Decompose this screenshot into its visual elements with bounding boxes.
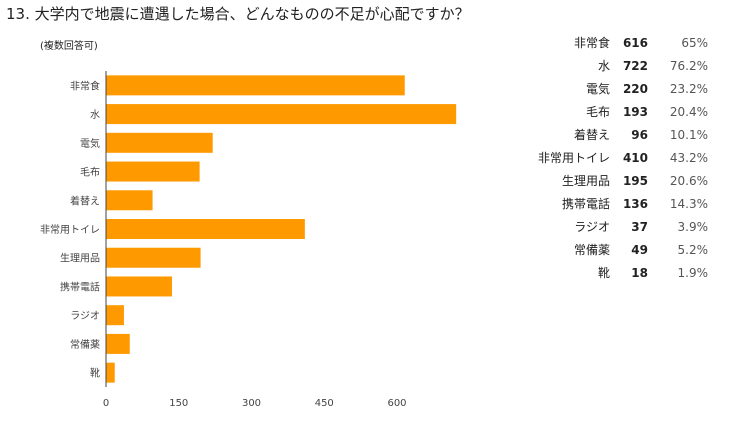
bars	[106, 75, 457, 383]
row-label: 毛布	[585, 105, 610, 119]
row-percent: 65%	[681, 35, 708, 50]
x-tick-label: 300	[242, 398, 261, 409]
row-percent: 5.2%	[677, 242, 709, 257]
table-row: 水 722 76.2%	[520, 54, 708, 77]
row-label: 常備薬	[573, 243, 610, 257]
row-count: 193	[622, 104, 648, 119]
category-label: 着替え	[70, 194, 100, 207]
bar	[106, 247, 201, 268]
row-count: 96	[631, 127, 648, 142]
x-tick-label: 450	[315, 398, 334, 409]
row-label: 水	[597, 59, 610, 73]
row-label: 電気	[585, 82, 610, 96]
category-label: 電気	[80, 137, 100, 150]
bar	[106, 362, 115, 383]
row-percent: 23.2%	[669, 81, 708, 96]
row-label: 非常用トイレ	[537, 151, 610, 165]
bar	[106, 75, 405, 96]
summary-table: 非常食 616 65% 水 722 76.2% 電気 220 23.2% 毛布 193 20.4% 着替…	[520, 31, 708, 284]
row-count: 616	[622, 35, 648, 50]
row-label: 生理用品	[561, 174, 610, 188]
row-count: 410	[622, 150, 648, 165]
table-row: 電気 220 23.2%	[520, 77, 708, 100]
bar	[106, 276, 172, 297]
chart-title: 13. 大学内で地震に遭遇した場合、どんなものの不足が心配ですか？	[6, 5, 470, 23]
table-row: 非常用トイレ 410 43.2%	[520, 146, 708, 169]
row-count: 220	[622, 81, 648, 96]
row-label: 非常食	[573, 36, 610, 50]
row-count: 18	[631, 265, 648, 280]
row-percent: 10.1%	[669, 127, 708, 142]
x-tick-label: 150	[169, 398, 188, 409]
row-percent: 3.9%	[677, 219, 709, 234]
table-row: 着替え 96 10.1%	[520, 123, 708, 146]
category-label: ラジオ	[70, 310, 100, 322]
row-count: 722	[622, 58, 648, 73]
category-label: 水	[90, 109, 100, 121]
row-count: 136	[622, 196, 648, 211]
bar	[106, 219, 305, 239]
bar	[106, 333, 130, 354]
category-label: 携帯電話	[60, 280, 100, 293]
table-row: 常備薬 49 5.2%	[520, 238, 708, 261]
row-label: ラジオ	[574, 220, 610, 234]
bar	[106, 190, 153, 211]
row-label: 携帯電話	[561, 197, 610, 211]
x-tick-label: 0	[103, 398, 109, 409]
bar	[106, 104, 457, 125]
row-percent: 20.4%	[669, 104, 708, 119]
row-count: 37	[631, 219, 648, 234]
category-label: 毛布	[80, 167, 100, 179]
category-label: 非常用トイレ	[40, 223, 100, 236]
table-row: 毛布 193 20.4%	[520, 100, 708, 123]
row-percent: 14.3%	[669, 196, 708, 211]
x-axis: 0 150 300 450 600	[103, 71, 407, 409]
row-percent: 1.9%	[677, 265, 709, 280]
table-row: 生理用品 195 20.6%	[520, 169, 708, 192]
category-label: 常備薬	[70, 338, 100, 351]
category-label: 靴	[90, 367, 100, 380]
row-percent: 43.2%	[669, 150, 708, 165]
row-count: 49	[631, 242, 648, 257]
bar	[106, 305, 124, 326]
category-label: 生理用品	[60, 252, 100, 265]
row-label: 着替え	[573, 128, 610, 142]
x-tick-label: 600	[387, 398, 406, 409]
chart-note: (複数回答可)	[40, 41, 98, 52]
bar	[106, 161, 200, 182]
row-count: 195	[622, 173, 648, 188]
table-row: ラジオ 37 3.9%	[520, 215, 708, 238]
category-label: 非常食	[70, 79, 100, 92]
row-label: 靴	[597, 266, 610, 280]
table-row: 非常食 616 65%	[520, 31, 708, 54]
table-row: 靴 18 1.9%	[520, 261, 708, 284]
row-percent: 20.6%	[669, 173, 708, 188]
table-row: 携帯電話 136 14.3%	[520, 192, 708, 215]
row-percent: 76.2%	[669, 58, 708, 73]
bar	[106, 132, 213, 153]
